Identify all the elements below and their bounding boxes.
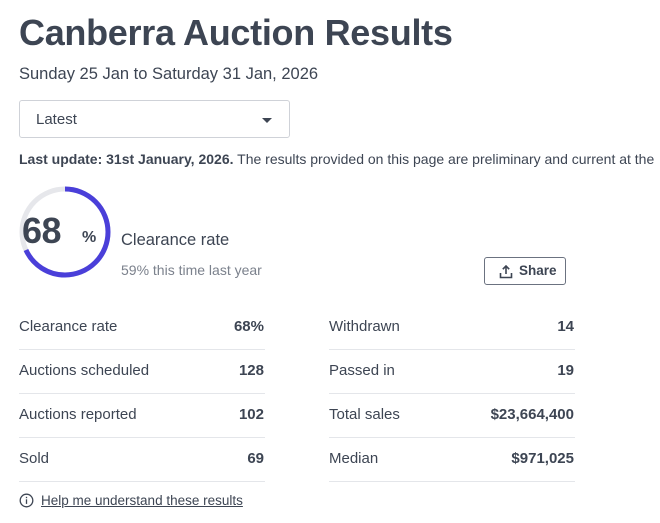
page-title: Canberra Auction Results (19, 12, 453, 53)
stat-row: Sold 69 (19, 438, 265, 482)
stat-row: Auctions reported 102 (19, 394, 265, 438)
update-notice-clip: Last update: 31st January, 2026. The res… (0, 145, 660, 171)
clearance-last-year: 59% this time last year (121, 262, 262, 278)
stat-value: $23,664,400 (490, 406, 574, 423)
update-text: The results provided on this page are pr… (233, 151, 655, 167)
stat-label: Sold (19, 450, 50, 467)
stat-row: Passed in 19 (329, 350, 575, 394)
share-button-label: Share (519, 263, 557, 278)
stat-value: 69 (247, 450, 264, 467)
stat-value: 128 (238, 362, 264, 379)
stat-label: Auctions scheduled (19, 362, 150, 379)
stat-value: $971,025 (511, 450, 574, 467)
clearance-ring-unit: % (82, 229, 97, 246)
update-label: Last update: 31st January, 2026. (19, 151, 234, 167)
stat-value: 19 (557, 362, 574, 379)
stat-label: Total sales (329, 406, 400, 423)
clearance-rate-label: Clearance rate (121, 231, 230, 249)
stat-value: 14 (557, 318, 574, 335)
clearance-ring-progress (19, 186, 111, 278)
stat-row: Auctions scheduled 128 (19, 350, 265, 394)
chevron-down-icon (262, 118, 272, 123)
stat-value: 102 (238, 406, 264, 423)
stat-label: Auctions reported (19, 406, 137, 423)
share-icon (499, 265, 513, 279)
update-notice: Last update: 31st January, 2026. The res… (19, 151, 654, 167)
stats-table-right: Withdrawn 14 Passed in 19 Total sales $2… (329, 306, 575, 482)
stat-row: Total sales $23,664,400 (329, 394, 575, 438)
info-icon (19, 493, 34, 508)
help-link[interactable]: Help me understand these results (41, 493, 243, 508)
stats-table-left: Clearance rate 68% Auctions scheduled 12… (19, 306, 265, 482)
period-select[interactable]: Latest (19, 100, 290, 138)
clearance-ring (19, 186, 111, 278)
stat-row: Median $971,025 (329, 438, 575, 482)
stat-row: Withdrawn 14 (329, 306, 575, 350)
stat-value: 68% (233, 318, 264, 335)
date-range: Sunday 25 Jan to Saturday 31 Jan, 2026 (19, 65, 319, 83)
share-button[interactable]: Share (484, 257, 566, 285)
stat-label: Clearance rate (19, 318, 118, 335)
stat-row: Clearance rate 68% (19, 306, 265, 350)
period-select-value: Latest (36, 111, 77, 128)
stat-label: Median (329, 450, 379, 467)
clearance-ring-value: 68 (22, 210, 62, 251)
stat-label: Withdrawn (329, 318, 400, 335)
stat-label: Passed in (329, 362, 395, 379)
